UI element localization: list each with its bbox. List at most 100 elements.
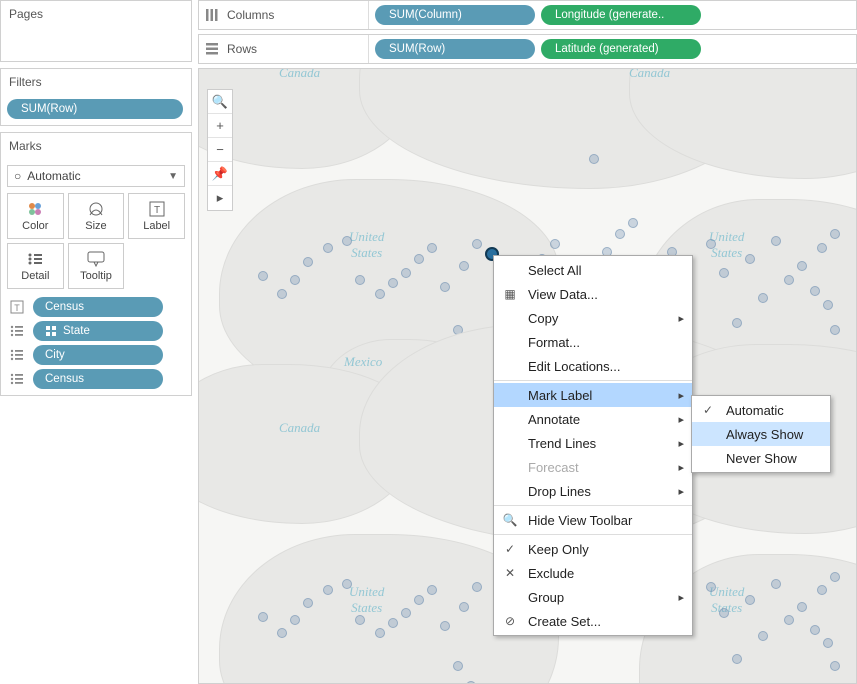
map-dot[interactable] [706,582,716,592]
map-dot[interactable] [830,325,840,335]
zoom-out-button[interactable]: − [208,138,232,162]
map-dot[interactable] [459,261,469,271]
map-dot[interactable] [388,278,398,288]
map-label-canada: Canada [629,68,670,81]
rows-shelf[interactable]: Rows SUM(Row) Latitude (generated) [198,34,857,64]
play-button[interactable]: ▸ [208,186,232,210]
map-dot[interactable] [414,595,424,605]
map-toolbar: 🔍 + − 📌 ▸ [207,89,233,211]
columns-pill[interactable]: SUM(Column) [375,5,535,25]
size-button[interactable]: Size [68,193,125,239]
map-dot[interactable] [375,628,385,638]
map-dot[interactable] [355,615,365,625]
map-dot[interactable] [414,254,424,264]
map-dot[interactable] [817,585,827,595]
map-dot[interactable] [784,275,794,285]
rows-label: Rows [227,42,257,56]
map-dot[interactable] [758,293,768,303]
field-pill-census-2[interactable]: Census [33,369,163,389]
menu-item-format[interactable]: Format... [494,330,692,354]
map-dot[interactable] [323,585,333,595]
menu-item-select-all[interactable]: Select All [494,258,692,282]
map-dot[interactable] [427,243,437,253]
map-dot[interactable] [258,271,268,281]
field-pill-city[interactable]: City [33,345,163,365]
submenu-item-automatic[interactable]: ✓Automatic [692,398,830,422]
submenu-item-never-show[interactable]: Never Show [692,446,830,470]
map-dot[interactable] [771,236,781,246]
map-dot[interactable] [440,282,450,292]
zoom-in-button[interactable]: + [208,114,232,138]
columns-pill[interactable]: Longitude (generate.. [541,5,701,25]
color-button[interactable]: Color [7,193,64,239]
columns-shelf[interactable]: Columns SUM(Column) Longitude (generate.… [198,0,857,30]
map-dot[interactable] [440,621,450,631]
menu-item-hide-view-toolbar[interactable]: 🔍Hide View Toolbar [494,508,692,532]
menu-item-copy[interactable]: Copy [494,306,692,330]
map-dot[interactable] [810,286,820,296]
menu-item-trend-lines[interactable]: Trend Lines [494,431,692,455]
map-dot[interactable] [388,618,398,628]
filter-pill[interactable]: SUM(Row) [7,99,183,119]
menu-item-create-set[interactable]: ⊘Create Set... [494,609,692,633]
map-visualization[interactable]: Canada Canada United States United State… [198,68,857,684]
rows-pill[interactable]: Latitude (generated) [541,39,701,59]
search-map-button[interactable]: 🔍 [208,90,232,114]
submenu-item-always-show[interactable]: Always Show [692,422,830,446]
tooltip-button[interactable]: Tooltip [68,243,125,289]
menu-item-mark-label[interactable]: Mark Label [494,383,692,407]
map-dot[interactable] [427,585,437,595]
menu-item-group[interactable]: Group [494,585,692,609]
map-dot[interactable] [323,243,333,253]
label-button-label: Label [143,220,170,232]
field-pill-census[interactable]: Census [33,297,163,317]
map-dot[interactable] [732,318,742,328]
map-dot[interactable] [823,638,833,648]
map-dot[interactable] [401,608,411,618]
pin-button[interactable]: 📌 [208,162,232,186]
map-dot[interactable] [615,229,625,239]
map-dot[interactable] [459,602,469,612]
submenu-item-label: Automatic [726,403,784,418]
map-dot[interactable] [830,661,840,671]
map-dot[interactable] [342,579,352,589]
map-dot[interactable] [290,615,300,625]
menu-item-exclude[interactable]: ✕Exclude [494,561,692,585]
rows-pill[interactable]: SUM(Row) [375,39,535,59]
map-dot[interactable] [823,300,833,310]
menu-item-keep-only[interactable]: ✓Keep Only [494,537,692,561]
map-dot[interactable] [771,579,781,589]
map-dot[interactable] [784,615,794,625]
map-dot[interactable] [342,236,352,246]
menu-item-drop-lines[interactable]: Drop Lines [494,479,692,503]
field-pill-state[interactable]: State [33,321,163,341]
map-dot[interactable] [466,681,476,684]
map-dot[interactable] [472,582,482,592]
marks-type-dropdown[interactable]: ○ Automatic ▼ [7,165,185,187]
map-dot[interactable] [797,602,807,612]
pages-shelf[interactable]: Pages [0,0,192,62]
map-dot[interactable] [719,268,729,278]
label-button[interactable]: T Label [128,193,185,239]
map-dot[interactable] [453,661,463,671]
map-dot[interactable] [277,628,287,638]
menu-item-edit-locations[interactable]: Edit Locations... [494,354,692,378]
menu-item-view-data[interactable]: ▦View Data... [494,282,692,306]
filters-shelf[interactable]: Filters SUM(Row) [0,68,192,126]
map-dot[interactable] [745,254,755,264]
map-dot[interactable] [830,229,840,239]
map-dot[interactable] [628,218,638,228]
map-dot[interactable] [258,612,268,622]
map-dot[interactable] [355,275,365,285]
map-dot[interactable] [550,239,560,249]
map-dot[interactable] [375,289,385,299]
menu-item-annotate[interactable]: Annotate [494,407,692,431]
pin-icon: 📌 [212,166,228,182]
map-dot[interactable] [401,268,411,278]
detail-button[interactable]: Detail [7,243,64,289]
map-dot[interactable] [290,275,300,285]
map-dot[interactable] [810,625,820,635]
map-dot[interactable] [797,261,807,271]
map-dot[interactable] [817,243,827,253]
map-dot[interactable] [830,572,840,582]
